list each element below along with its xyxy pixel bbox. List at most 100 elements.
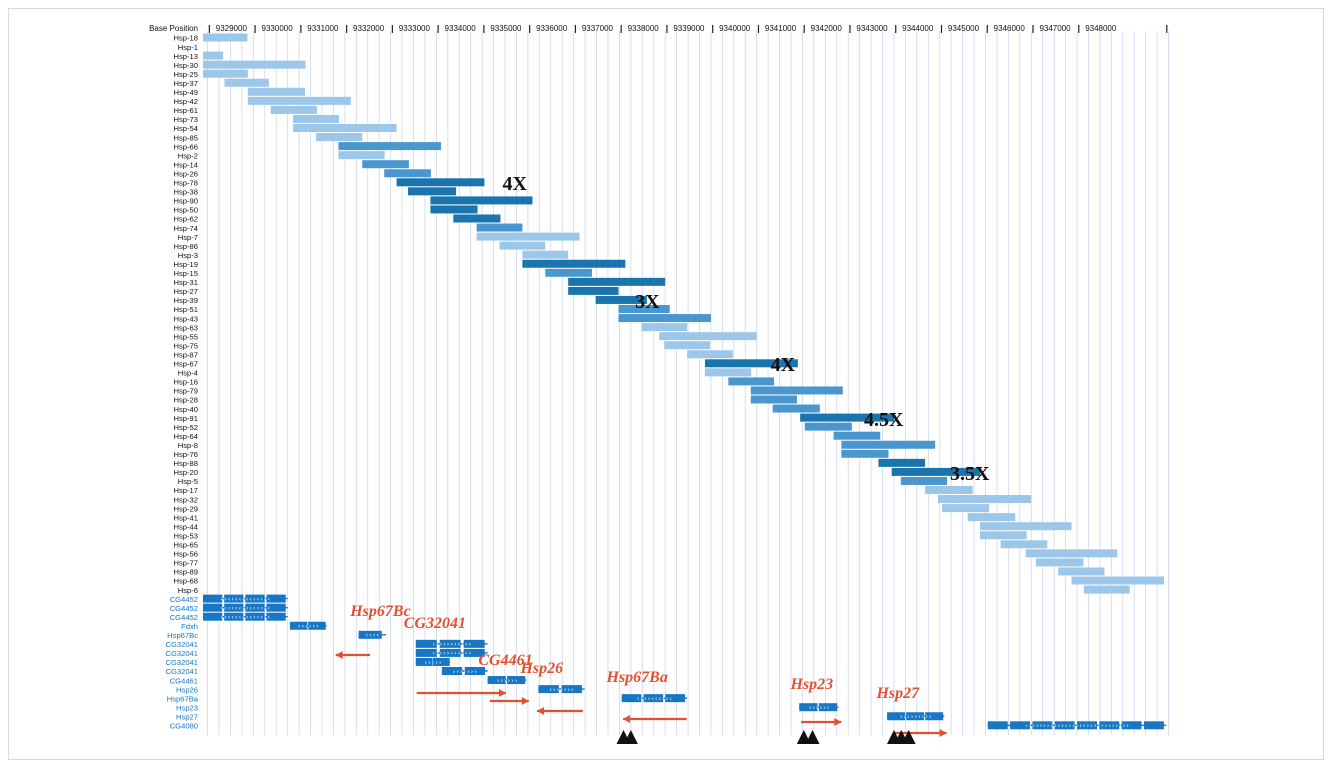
strand-chevrons: ‹‹‹‹‹‹‹‹‹‹‹‹‹‹ bbox=[220, 596, 271, 603]
hsp-bar bbox=[203, 69, 248, 78]
hsp-bar bbox=[1058, 567, 1105, 576]
gene-name-label: Hsp27 bbox=[876, 685, 920, 702]
track-label: Hsp-43 bbox=[174, 314, 198, 323]
gene-exon bbox=[439, 639, 461, 648]
hsp-bar bbox=[476, 232, 580, 241]
hsp-bar bbox=[453, 214, 501, 223]
track-label: Hsp-19 bbox=[174, 260, 198, 269]
gene-exon bbox=[415, 657, 433, 666]
gene-track-label: CG32041 bbox=[165, 667, 198, 676]
gene-exon bbox=[1077, 721, 1097, 730]
track-label: Hsp-42 bbox=[174, 97, 198, 106]
gene-exon bbox=[224, 603, 244, 612]
hsp-bar bbox=[247, 87, 306, 96]
hsp-bar bbox=[833, 431, 881, 440]
hsp-bar bbox=[293, 124, 397, 132]
strand-chevrons: ›››››› bbox=[808, 705, 830, 712]
gene-exon bbox=[266, 594, 286, 603]
hsp-bar bbox=[1000, 540, 1048, 549]
base-position-ruler: Base Position 9329000 9330000 9331000 93320… bbox=[149, 24, 1168, 33]
hsp-alignments bbox=[203, 33, 1164, 594]
hsp-bar bbox=[937, 495, 1032, 504]
strand-arrowhead bbox=[498, 689, 506, 697]
hsp-bar bbox=[522, 250, 569, 259]
gene-exon bbox=[245, 612, 265, 621]
ruler-tick-label: 9333000 bbox=[399, 24, 431, 33]
track-label: Hsp-89 bbox=[174, 568, 198, 577]
strand-chevrons: ››››››› bbox=[452, 668, 477, 675]
gene-exon bbox=[1121, 721, 1142, 730]
gene-exon bbox=[245, 603, 265, 612]
track-label: Hsp-90 bbox=[174, 197, 198, 206]
gene-exon bbox=[203, 612, 223, 621]
track-label: Hsp-41 bbox=[174, 513, 198, 522]
track-label: Hsp-75 bbox=[174, 341, 198, 350]
hsp-bar bbox=[338, 142, 441, 151]
gene-track-label: Fdxh bbox=[181, 622, 198, 631]
ruler-tick-label: 9332000 bbox=[353, 24, 385, 33]
gene-exon bbox=[538, 685, 559, 694]
track-label: Hsp-20 bbox=[174, 468, 198, 477]
track-label: Hsp-63 bbox=[174, 323, 198, 332]
gene-track-label: Hsp23 bbox=[176, 703, 198, 712]
track-label: Hsp-25 bbox=[174, 70, 198, 79]
triangle-marker bbox=[901, 730, 916, 744]
track-label: Hsp-73 bbox=[174, 115, 198, 124]
track-label: Hsp-1 bbox=[178, 43, 198, 52]
gene-track-label: CG4452 bbox=[170, 604, 198, 613]
gene-track-label: CG4452 bbox=[170, 595, 198, 604]
track-label: Hsp-17 bbox=[174, 486, 198, 495]
gene-exon bbox=[1099, 721, 1120, 730]
hsp-bar bbox=[408, 187, 457, 196]
gene-exon bbox=[224, 594, 244, 603]
strand-arrowhead bbox=[537, 707, 545, 715]
coverage-label: 4.5X bbox=[863, 408, 904, 431]
hsp-bar bbox=[430, 196, 533, 205]
track-label: Hsp-86 bbox=[174, 242, 198, 251]
hsp-bar bbox=[800, 413, 894, 422]
ruler-tick-label: 9338000 bbox=[628, 24, 660, 33]
hsp-bar bbox=[841, 449, 889, 458]
track-label: Hsp-68 bbox=[174, 577, 198, 586]
track-label: Hsp-27 bbox=[174, 287, 198, 296]
strand-arrowhead bbox=[623, 715, 631, 723]
ruler-tick-label: 9342000 bbox=[811, 24, 843, 33]
hsp-bar bbox=[247, 96, 351, 105]
strand-arrowhead bbox=[834, 718, 842, 726]
gene-exon bbox=[308, 621, 326, 630]
track-label: Hsp-39 bbox=[174, 296, 198, 305]
hsp-bar bbox=[728, 377, 775, 386]
track-label: Hsp-76 bbox=[174, 450, 198, 459]
track-label: Hsp-62 bbox=[174, 215, 198, 224]
ruler-tick-label: 9340000 bbox=[719, 24, 751, 33]
gene-track-label: CG4080 bbox=[170, 722, 198, 731]
gene-exon bbox=[289, 621, 308, 630]
hsp-bar bbox=[980, 531, 1027, 540]
track-label: Hsp-87 bbox=[174, 350, 198, 359]
track-label: Hsp-31 bbox=[174, 278, 198, 287]
gene-exon bbox=[818, 703, 838, 712]
gene-exon bbox=[906, 712, 925, 721]
gene-exon bbox=[621, 694, 642, 703]
track-label: Hsp-15 bbox=[174, 269, 198, 278]
track-label: Hsp-26 bbox=[174, 169, 198, 178]
ruler-tick-label: 9330000 bbox=[262, 24, 294, 33]
track-label: Hsp-91 bbox=[174, 414, 198, 423]
hsp-bar bbox=[396, 178, 485, 187]
track-label: Hsp-64 bbox=[174, 432, 198, 441]
track-label: Hsp-78 bbox=[174, 179, 198, 188]
gene-exon bbox=[463, 639, 485, 648]
hsp-bar bbox=[664, 341, 711, 350]
track-label: Hsp-8 bbox=[178, 441, 198, 450]
gene-track-label: CG32041 bbox=[165, 649, 198, 658]
strand-arrowhead bbox=[521, 697, 529, 705]
track-label: Hsp-37 bbox=[174, 79, 198, 88]
track-label: Hsp-51 bbox=[174, 305, 198, 314]
ruler-tick-label: 9339000 bbox=[673, 24, 705, 33]
gene-exon bbox=[415, 639, 437, 648]
gene-name-label: Hsp67Ba bbox=[606, 669, 668, 686]
strand-chevrons: ›››››› bbox=[297, 623, 319, 630]
track-label: Hsp-3 bbox=[178, 251, 198, 260]
gene-track-label: Hsp67Bc bbox=[167, 631, 198, 640]
strand-chevrons: ‹‹‹‹‹‹‹‹‹‹ bbox=[636, 695, 672, 702]
